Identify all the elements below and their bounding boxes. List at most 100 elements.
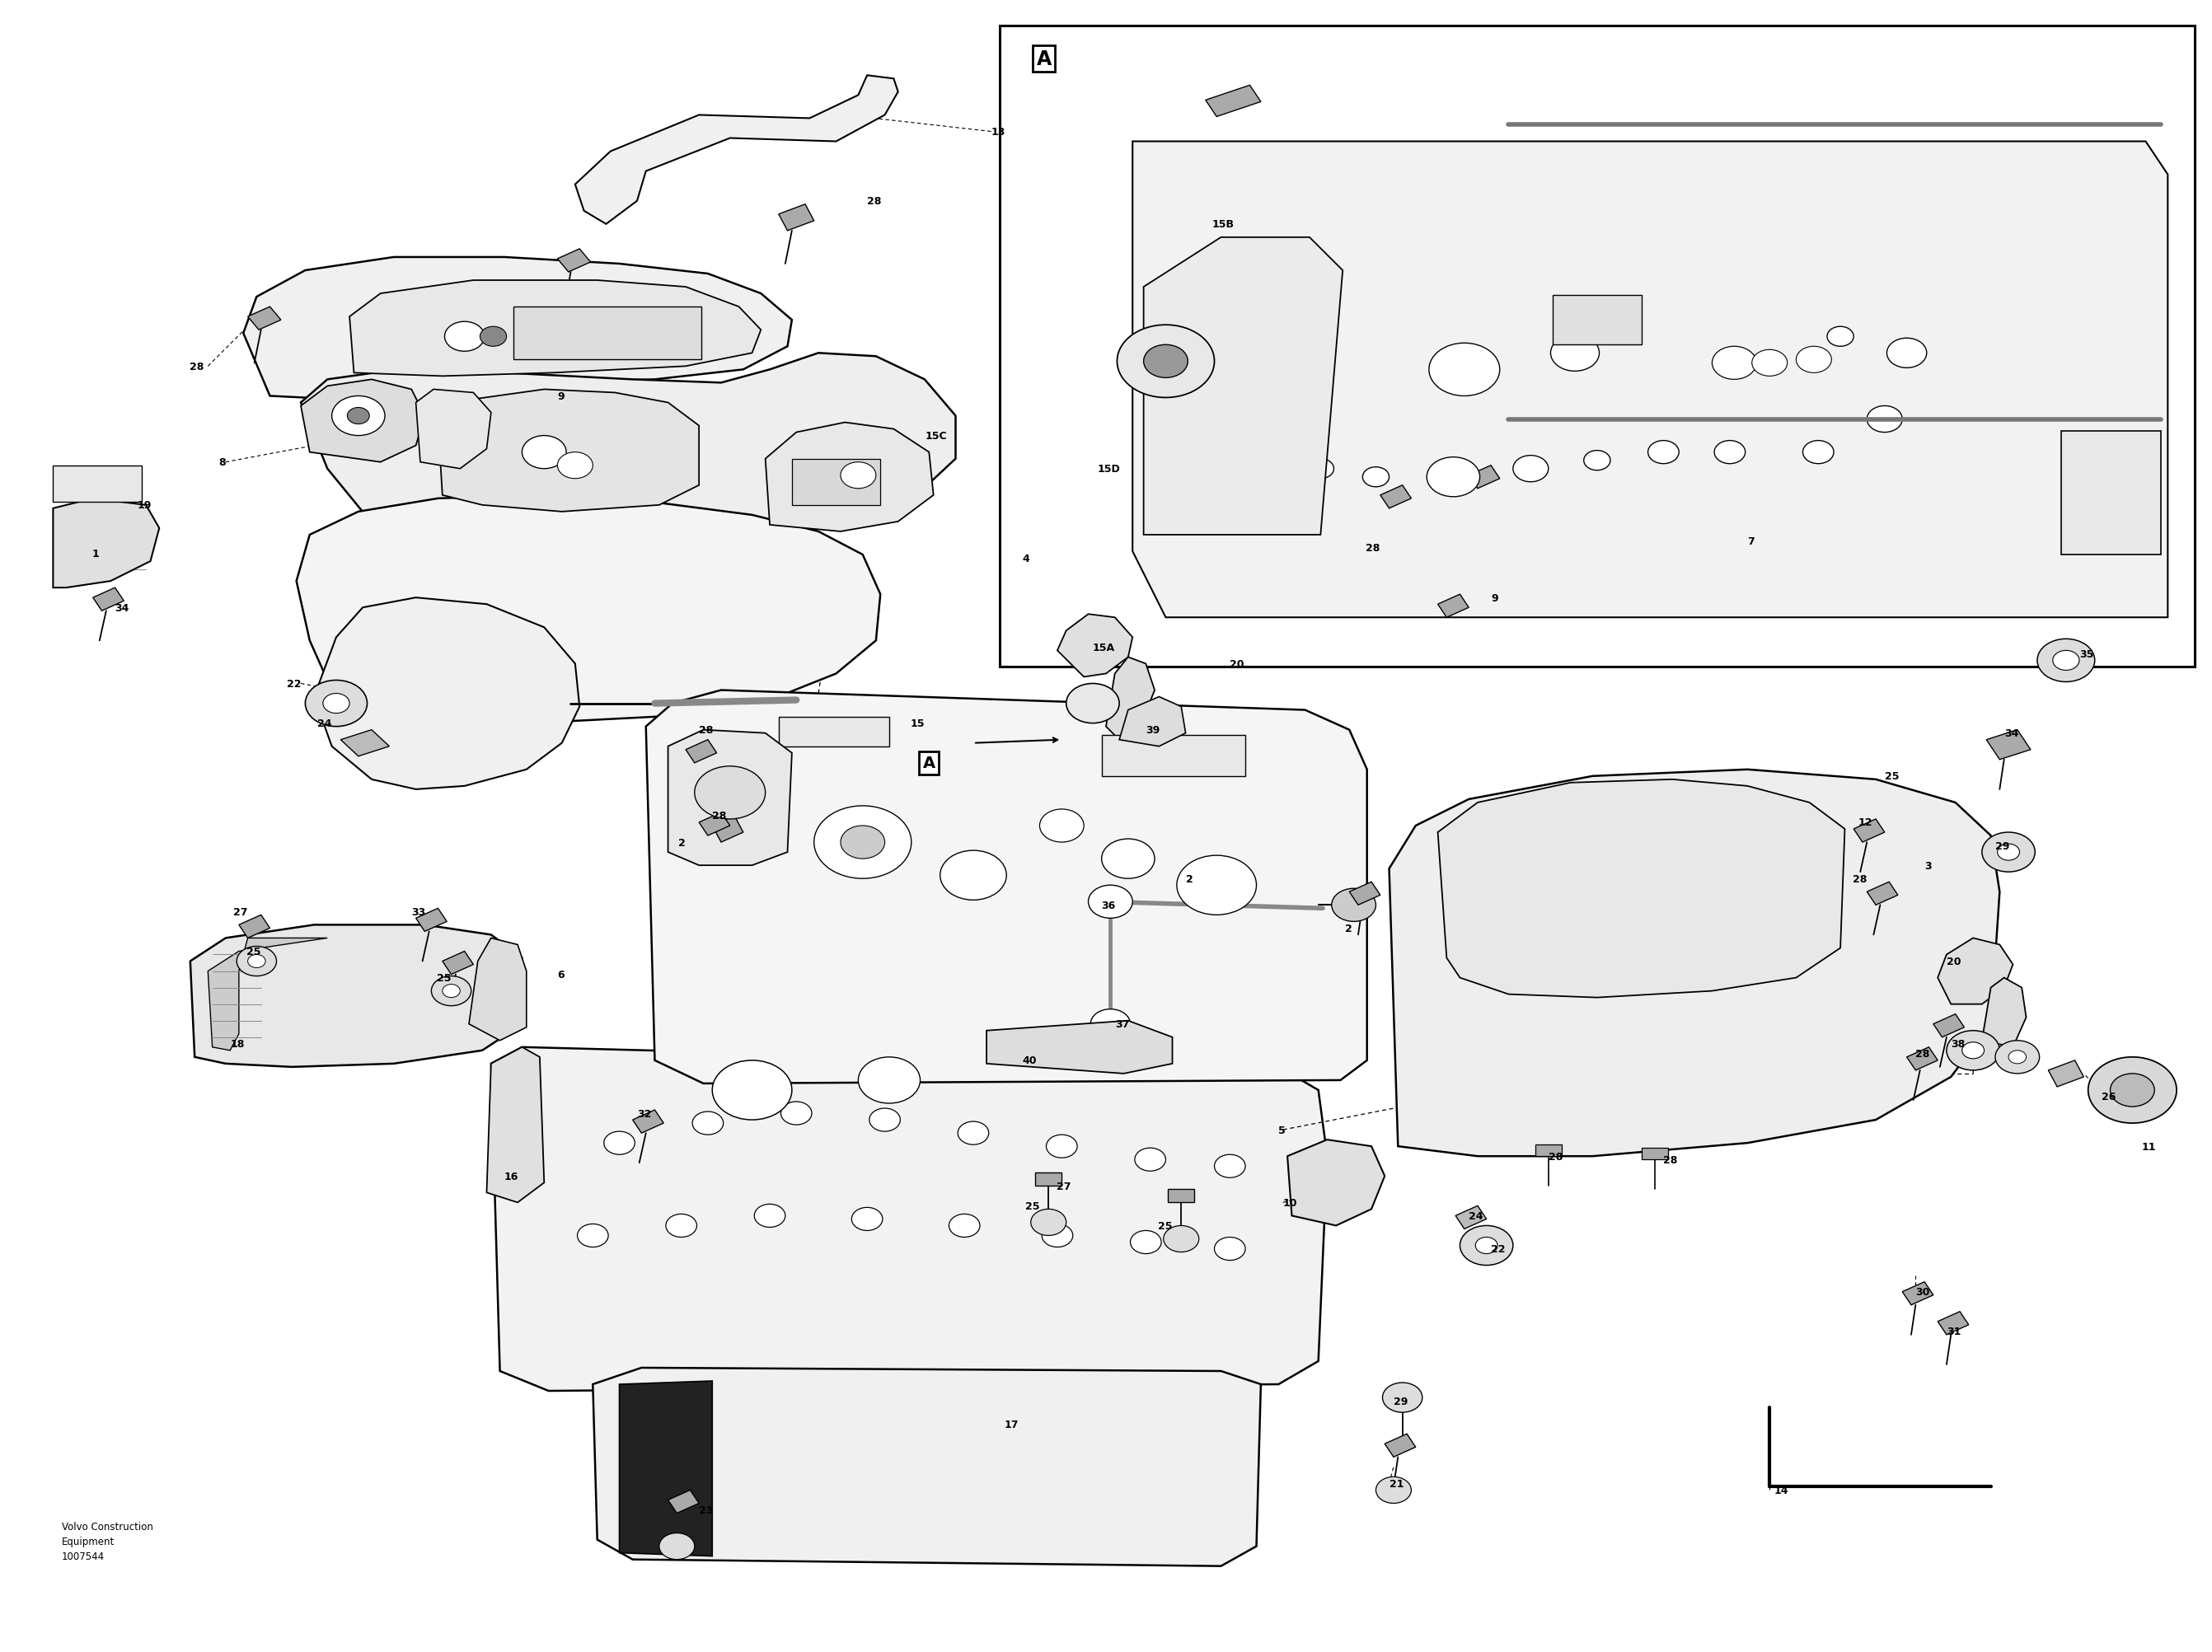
Polygon shape bbox=[53, 499, 159, 588]
Circle shape bbox=[2088, 1057, 2177, 1123]
Text: 27: 27 bbox=[1055, 1181, 1071, 1191]
Circle shape bbox=[577, 1224, 608, 1247]
Circle shape bbox=[1164, 1226, 1199, 1252]
Circle shape bbox=[2110, 1074, 2154, 1107]
Polygon shape bbox=[1455, 1206, 1486, 1229]
Text: 4: 4 bbox=[1022, 553, 1029, 563]
Circle shape bbox=[1962, 1042, 1984, 1059]
Bar bbox=[2062, 431, 2161, 555]
Text: 24: 24 bbox=[316, 719, 332, 729]
Circle shape bbox=[1376, 1477, 1411, 1503]
Circle shape bbox=[1214, 1237, 1245, 1260]
Text: 31: 31 bbox=[1947, 1327, 1960, 1336]
Circle shape bbox=[1066, 684, 1119, 724]
Bar bbox=[1000, 26, 2194, 667]
Polygon shape bbox=[190, 925, 522, 1067]
Polygon shape bbox=[1133, 142, 2168, 618]
Polygon shape bbox=[575, 76, 898, 225]
Circle shape bbox=[958, 1122, 989, 1145]
Circle shape bbox=[781, 1102, 812, 1125]
Text: 28: 28 bbox=[190, 362, 204, 372]
Text: 38: 38 bbox=[1951, 1039, 1964, 1049]
Polygon shape bbox=[1535, 1145, 1562, 1156]
Polygon shape bbox=[1938, 1312, 1969, 1335]
Circle shape bbox=[1130, 1231, 1161, 1254]
Circle shape bbox=[1648, 441, 1679, 464]
Circle shape bbox=[841, 826, 885, 859]
Circle shape bbox=[604, 1132, 635, 1155]
Polygon shape bbox=[593, 1368, 1261, 1566]
Circle shape bbox=[1997, 844, 2020, 861]
Circle shape bbox=[248, 955, 265, 968]
Circle shape bbox=[442, 985, 460, 998]
Polygon shape bbox=[469, 938, 526, 1041]
Circle shape bbox=[659, 1533, 695, 1559]
Polygon shape bbox=[301, 354, 956, 542]
Circle shape bbox=[858, 1057, 920, 1104]
Text: 2: 2 bbox=[1186, 874, 1192, 884]
Text: 13: 13 bbox=[991, 127, 1004, 137]
Polygon shape bbox=[1407, 416, 2026, 631]
Polygon shape bbox=[1641, 1148, 1668, 1160]
Text: 25: 25 bbox=[436, 973, 451, 983]
Text: 15A: 15A bbox=[1093, 643, 1115, 653]
Circle shape bbox=[695, 767, 765, 819]
Bar bbox=[1102, 735, 1245, 776]
Text: 27: 27 bbox=[232, 907, 248, 917]
Text: 28: 28 bbox=[1854, 874, 1867, 884]
Text: 26: 26 bbox=[2101, 1092, 2115, 1102]
Polygon shape bbox=[1349, 882, 1380, 905]
Text: 7: 7 bbox=[1747, 537, 1754, 547]
Bar bbox=[1650, 330, 1849, 393]
Circle shape bbox=[814, 806, 911, 879]
Polygon shape bbox=[1982, 978, 2026, 1047]
Circle shape bbox=[323, 694, 349, 714]
Polygon shape bbox=[416, 390, 491, 469]
Circle shape bbox=[1042, 1224, 1073, 1247]
Text: 22: 22 bbox=[1491, 1244, 1506, 1254]
Circle shape bbox=[1091, 1009, 1130, 1039]
Text: 15: 15 bbox=[909, 719, 925, 729]
Circle shape bbox=[1234, 438, 1274, 468]
Text: 9: 9 bbox=[557, 392, 564, 401]
Circle shape bbox=[480, 327, 507, 347]
Text: 39: 39 bbox=[1146, 725, 1159, 735]
Circle shape bbox=[332, 396, 385, 436]
Text: 24: 24 bbox=[1469, 1211, 1484, 1221]
Text: 20: 20 bbox=[1947, 957, 1962, 966]
Circle shape bbox=[1827, 327, 1854, 347]
Text: 2: 2 bbox=[679, 838, 686, 847]
Bar bbox=[779, 717, 889, 747]
Circle shape bbox=[949, 1214, 980, 1237]
Text: 29: 29 bbox=[1995, 841, 2008, 851]
Polygon shape bbox=[1907, 1047, 1938, 1070]
Polygon shape bbox=[1380, 486, 1411, 509]
Circle shape bbox=[1803, 441, 1834, 464]
Polygon shape bbox=[712, 816, 743, 843]
Polygon shape bbox=[1938, 938, 2013, 1004]
Text: 34: 34 bbox=[2004, 729, 2017, 738]
Circle shape bbox=[431, 976, 471, 1006]
Text: 20: 20 bbox=[1230, 659, 1245, 669]
Text: 15D: 15D bbox=[1097, 464, 1119, 474]
Text: 28: 28 bbox=[867, 197, 880, 206]
Circle shape bbox=[305, 681, 367, 727]
Circle shape bbox=[1867, 406, 1902, 433]
Text: 28: 28 bbox=[1548, 1151, 1562, 1161]
Polygon shape bbox=[1057, 615, 1133, 677]
Polygon shape bbox=[1106, 657, 1155, 740]
Circle shape bbox=[1177, 856, 1256, 915]
Text: 16: 16 bbox=[504, 1171, 518, 1181]
Text: 32: 32 bbox=[637, 1108, 650, 1118]
Text: 21: 21 bbox=[1389, 1479, 1405, 1488]
Circle shape bbox=[692, 1112, 723, 1135]
Text: 29: 29 bbox=[1394, 1396, 1407, 1406]
Circle shape bbox=[1796, 347, 1832, 373]
Circle shape bbox=[852, 1208, 883, 1231]
Circle shape bbox=[1712, 347, 1756, 380]
Text: 9: 9 bbox=[1491, 593, 1498, 603]
Text: 3: 3 bbox=[1924, 861, 1931, 871]
Bar bbox=[513, 307, 701, 360]
Circle shape bbox=[1144, 345, 1188, 378]
Circle shape bbox=[2053, 651, 2079, 671]
